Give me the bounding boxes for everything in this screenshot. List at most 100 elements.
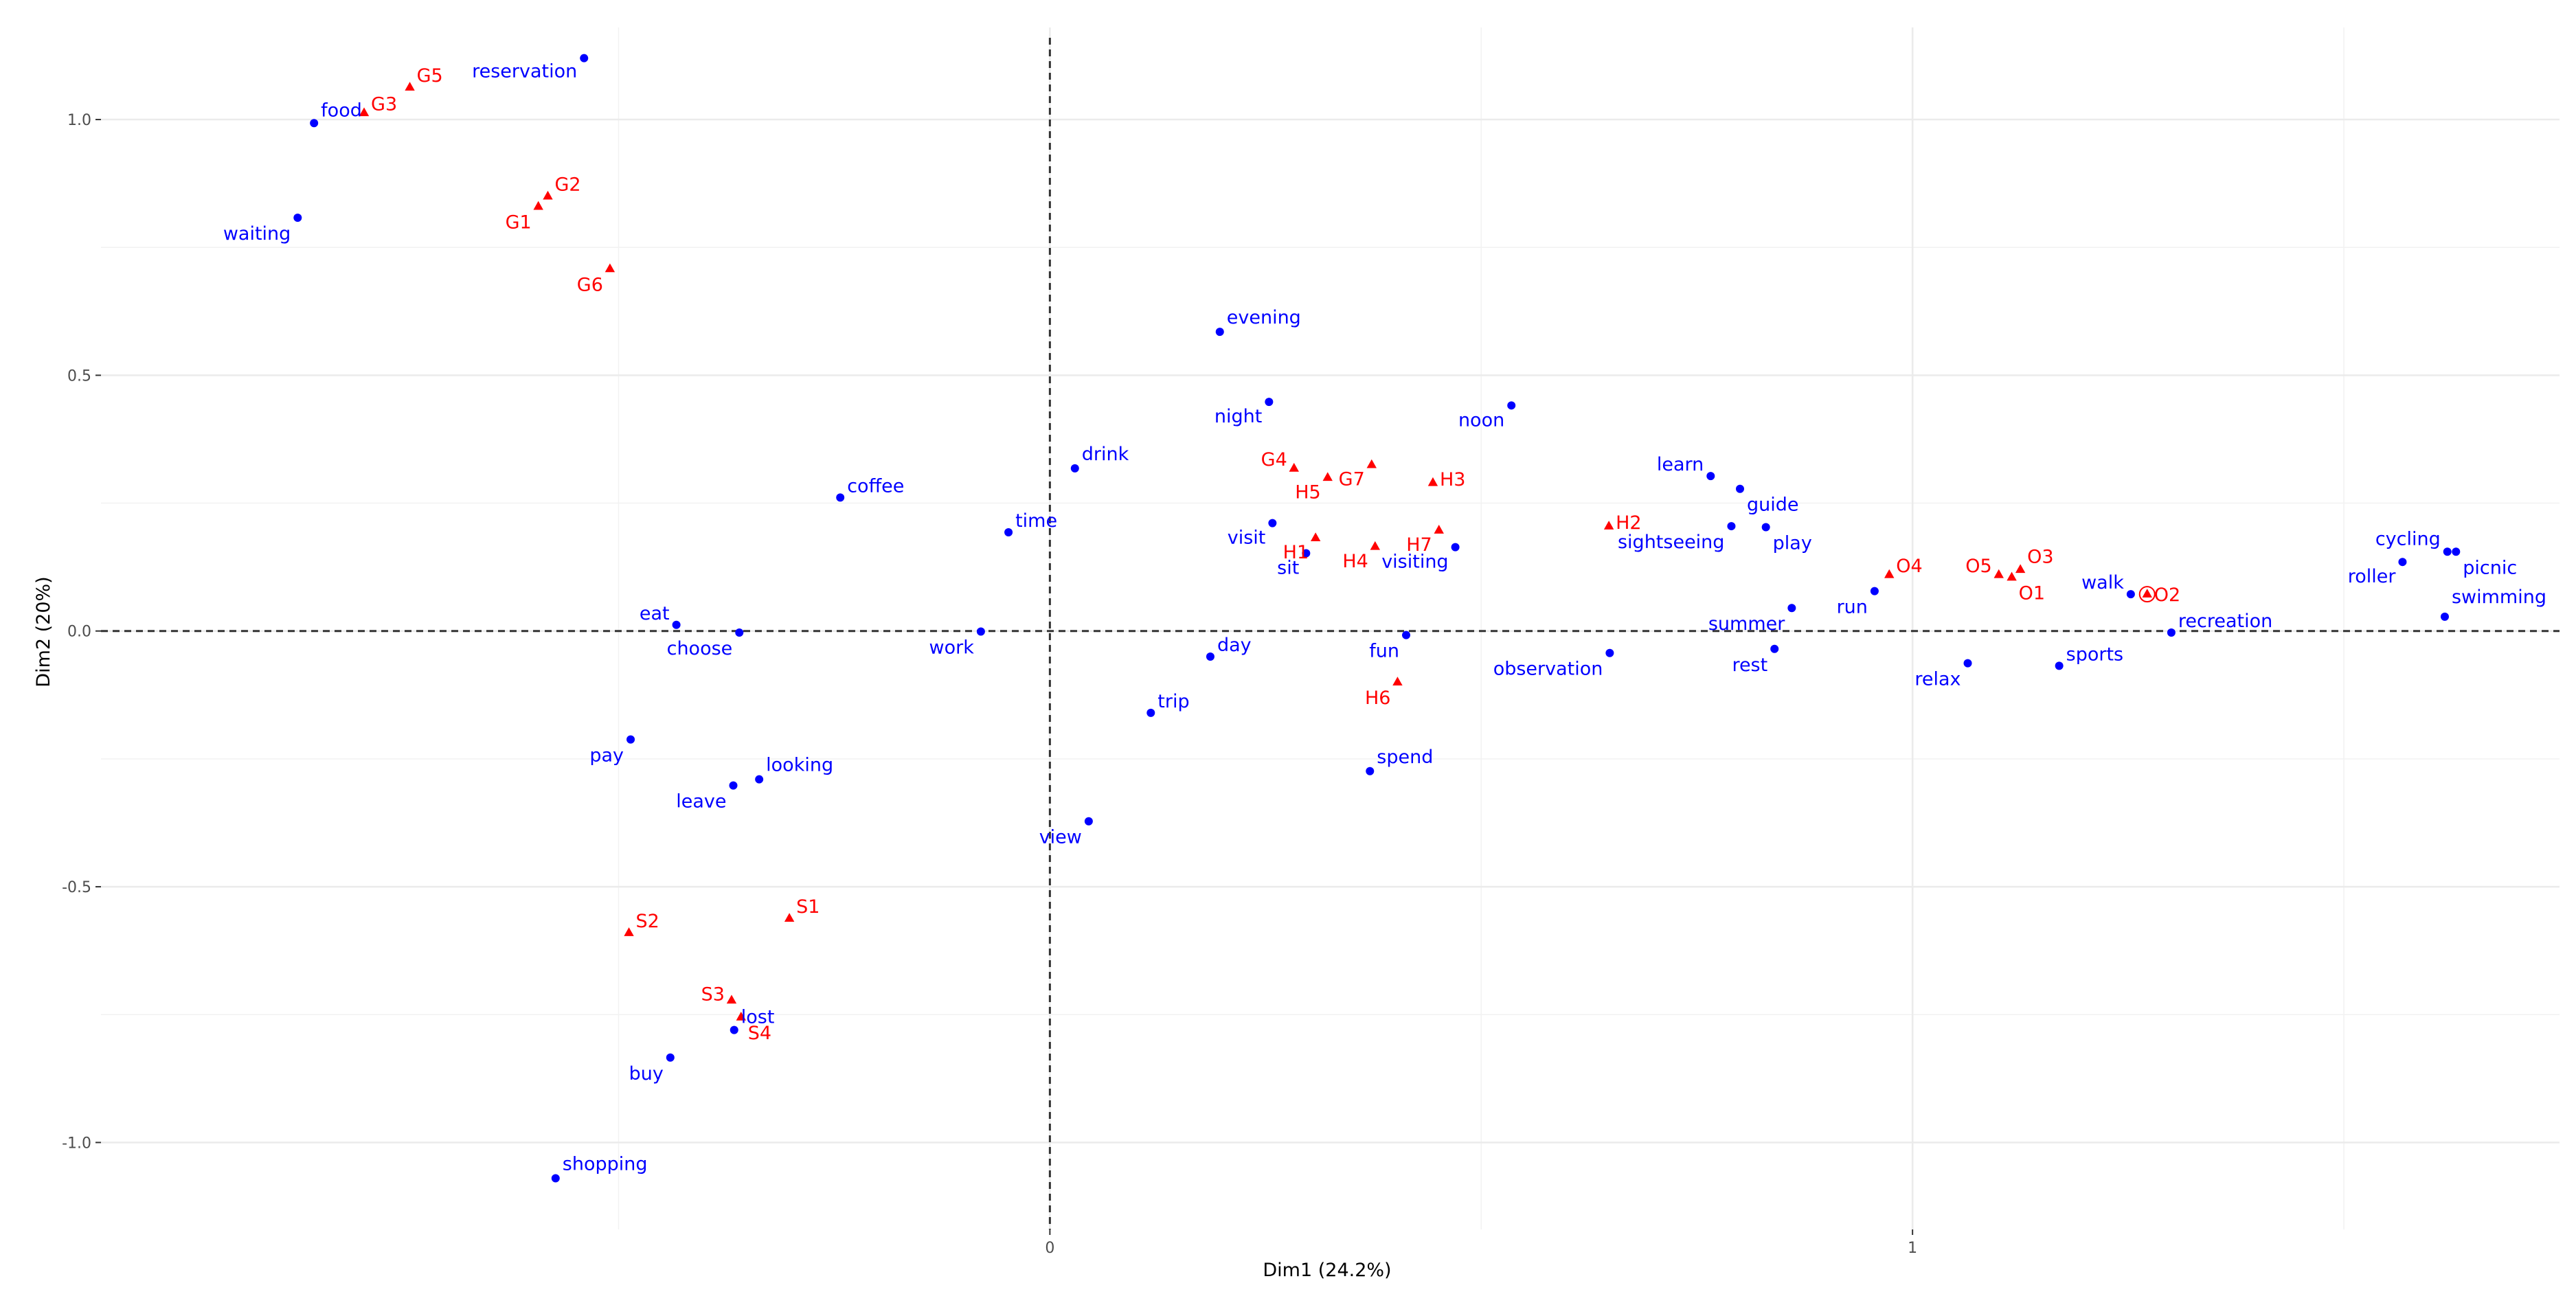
point-h1 — [1310, 532, 1321, 541]
y-tick-label: -1.0 — [62, 1135, 91, 1152]
label-food: food — [321, 100, 362, 121]
point-g7 — [1366, 459, 1377, 468]
label-g5: G5 — [417, 65, 443, 87]
label-visit: visit — [1228, 527, 1266, 549]
label-day: day — [1217, 635, 1252, 656]
point-g6 — [605, 263, 615, 273]
label-swimming: swimming — [2452, 587, 2546, 608]
reference-lines — [101, 38, 2560, 1229]
label-summer: summer — [1708, 613, 1785, 635]
label-s2: S2 — [636, 911, 659, 932]
label-pay: pay — [589, 745, 624, 767]
point-h4 — [1370, 541, 1381, 550]
point-h6 — [1392, 677, 1403, 685]
label-learn: learn — [1657, 454, 1704, 475]
point-h7 — [1434, 525, 1444, 534]
point-observation — [1605, 648, 1614, 657]
label-h5: H5 — [1295, 481, 1320, 503]
y-tick-label: 0.0 — [67, 624, 91, 641]
label-h7: H7 — [1406, 534, 1432, 556]
label-h6: H6 — [1365, 688, 1390, 709]
point-run — [1870, 587, 1879, 595]
point-day — [1206, 652, 1214, 661]
point-view — [1084, 817, 1093, 826]
label-g1: G1 — [506, 212, 532, 234]
point-rest — [1770, 644, 1779, 653]
point-o5 — [1993, 569, 2004, 578]
point-pay — [626, 735, 635, 744]
label-h3: H3 — [1440, 469, 1465, 490]
y-tick-label: 1.0 — [67, 112, 91, 129]
point-o2 — [2142, 589, 2152, 598]
label-o2: O2 — [2154, 584, 2180, 606]
label-reservation: reservation — [472, 61, 577, 82]
label-picnic: picnic — [2463, 557, 2517, 578]
label-buy: buy — [629, 1063, 664, 1085]
point-h2 — [1603, 521, 1614, 530]
label-sit: sit — [1277, 558, 1299, 579]
point-roller — [2398, 558, 2407, 567]
label-time: time — [1015, 510, 1057, 532]
point-buy — [666, 1053, 675, 1062]
point-learn — [1706, 472, 1715, 481]
point-h5 — [1322, 472, 1333, 481]
point-sit — [1302, 549, 1311, 558]
point-s4 — [736, 1011, 746, 1021]
label-guide: guide — [1747, 495, 1799, 516]
label-sightseeing: sightseeing — [1618, 532, 1724, 553]
label-s1: S1 — [796, 896, 820, 918]
point-s2 — [624, 927, 634, 936]
label-spend: spend — [1377, 747, 1433, 768]
label-lost: lost — [741, 1007, 775, 1028]
label-s4: S4 — [748, 1023, 771, 1044]
y-tick-label: 0.5 — [67, 367, 91, 385]
point-trip — [1146, 708, 1155, 717]
point-sightseeing — [1727, 522, 1736, 531]
point-guide — [1736, 484, 1744, 493]
point-play — [1761, 523, 1770, 532]
point-waiting — [293, 214, 302, 223]
point-relax — [1963, 659, 1972, 668]
label-view: view — [1039, 827, 1082, 848]
point-food — [310, 119, 319, 128]
y-tick-label: -0.5 — [62, 879, 91, 896]
point-work — [976, 627, 985, 636]
point-fun — [1402, 631, 1411, 639]
label-shopping: shopping — [563, 1154, 648, 1175]
label-relax: relax — [1914, 669, 1961, 690]
x-tick-label: 0 — [1045, 1240, 1054, 1257]
point-g1 — [533, 201, 543, 210]
point-evening — [1215, 328, 1224, 337]
label-recreation: recreation — [2178, 611, 2272, 632]
label-visiting: visiting — [1381, 552, 1448, 573]
label-eat: eat — [640, 603, 670, 624]
label-o5: O5 — [1965, 556, 1991, 577]
label-noon: noon — [1458, 409, 1504, 431]
point-h3 — [1427, 477, 1438, 486]
point-lost — [730, 1025, 738, 1034]
point-s1 — [784, 913, 795, 922]
point-choose — [735, 628, 744, 637]
label-h1: H1 — [1283, 542, 1309, 563]
point-shopping — [551, 1174, 560, 1183]
point-drink — [1070, 464, 1079, 473]
label-observation: observation — [1493, 659, 1603, 680]
label-looking: looking — [766, 755, 833, 776]
label-rest: rest — [1732, 655, 1767, 676]
o2-ring — [2138, 586, 2156, 603]
point-recreation — [2167, 628, 2176, 637]
point-looking — [755, 775, 764, 784]
point-summer — [1787, 604, 1796, 613]
label-trip: trip — [1157, 691, 1189, 712]
x-tick-label: 1 — [1908, 1240, 1917, 1257]
label-s3: S3 — [701, 984, 725, 1005]
point-night — [1265, 398, 1274, 407]
point-visit — [1268, 519, 1277, 527]
x-axis-title: Dim1 (24.2%) — [1263, 1260, 1391, 1281]
label-drink: drink — [1082, 444, 1129, 465]
label-waiting: waiting — [223, 223, 291, 245]
y-axis-title: Dim2 (20%) — [33, 576, 54, 687]
label-g7: G7 — [1339, 469, 1365, 490]
label-walk: walk — [2081, 572, 2124, 593]
